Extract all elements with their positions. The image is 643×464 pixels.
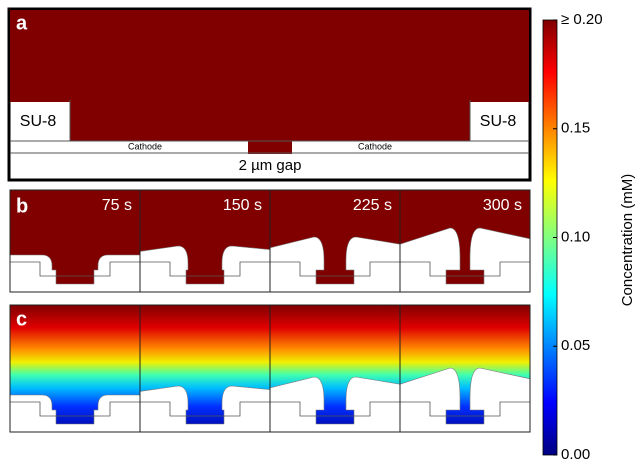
su8-label: SU-8 — [20, 113, 57, 130]
cathode-label: Cathode — [128, 141, 162, 151]
time-label: 150 s — [223, 197, 262, 214]
panel-label: a — [16, 12, 28, 34]
panel-label: b — [16, 195, 28, 217]
panel-c — [10, 305, 530, 432]
colorbar-axis: 0.00 0.05 0.10 0.15 ≥ 0.20 — [553, 11, 603, 463]
panel-a: a SU-8 SU-8 Cathode Cathode 2 µm gap — [9, 9, 530, 180]
tick-label: 0.05 — [561, 337, 590, 354]
gap-label: 2 µm gap — [239, 157, 302, 174]
tick-label: 0.15 — [561, 120, 590, 137]
cathode-label: Cathode — [358, 141, 392, 151]
time-label: 75 s — [102, 197, 132, 214]
time-label: 225 s — [353, 197, 392, 214]
figure: a SU-8 SU-8 Cathode Cathode 2 µm gap 75 … — [0, 0, 643, 464]
panel-b: 75 s 150 s 225 s 300 s — [10, 190, 530, 292]
su8-label: SU-8 — [480, 113, 517, 130]
colorbar-label: Concentration (mM) — [619, 174, 636, 307]
tick-label: 0.10 — [561, 228, 590, 245]
time-label: 300 s — [483, 197, 522, 214]
panel-label: c — [16, 308, 27, 330]
tick-label: ≥ 0.20 — [561, 11, 603, 28]
tick-label: 0.00 — [561, 446, 590, 463]
